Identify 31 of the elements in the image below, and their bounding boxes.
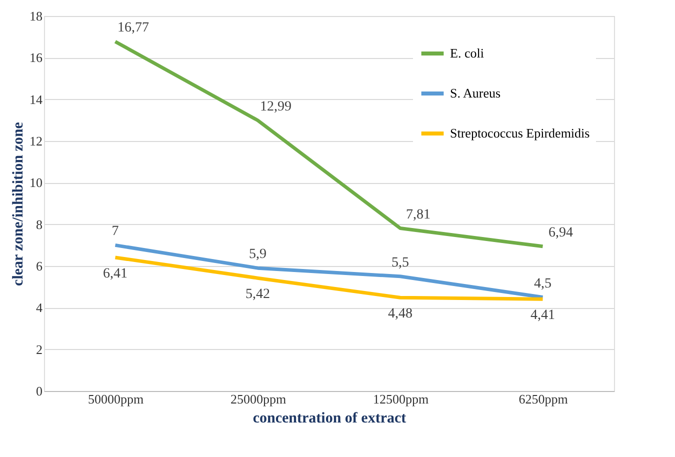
- y-tick-label: 10: [30, 175, 42, 190]
- x-tick-label: 6250ppm: [518, 392, 568, 406]
- legend-label: S. Aureus: [450, 86, 501, 100]
- data-label: 12,99: [260, 99, 292, 114]
- y-axis-title: clear zone/inhibition zone: [10, 122, 26, 286]
- y-tick-label: 2: [36, 342, 42, 357]
- y-tick-label: 4: [36, 300, 43, 316]
- y-tick-label: 6: [36, 258, 43, 274]
- data-label: 5,42: [246, 287, 270, 302]
- data-label: 5,9: [249, 247, 266, 262]
- y-tick-label: 0: [36, 384, 42, 398]
- y-tick-label: 8: [36, 216, 42, 232]
- data-label: 5,5: [392, 255, 409, 270]
- data-label: 6,41: [103, 266, 128, 282]
- data-label: 4,5: [534, 276, 552, 292]
- y-tick-label: 18: [30, 8, 42, 24]
- y-tick-label: 12: [30, 134, 42, 148]
- data-label: 7: [112, 224, 119, 240]
- x-tick-label: 25000ppm: [230, 392, 286, 406]
- y-tick-label: 14: [30, 92, 43, 107]
- legend-label: E. coli: [450, 46, 484, 60]
- x-tick-label: 50000ppm: [88, 392, 144, 406]
- x-tick-label: 12500ppm: [372, 392, 429, 406]
- data-label: 6,94: [548, 225, 573, 240]
- x-axis-title: concentration of extract: [252, 410, 406, 426]
- data-label: 16,77: [118, 20, 149, 36]
- data-label: 4,48: [388, 306, 412, 322]
- y-tick-label: 16: [30, 50, 43, 66]
- data-label: 4,41: [530, 308, 555, 324]
- data-label: 7,81: [406, 207, 430, 222]
- legend-label: Streptococcus Epirdemidis: [450, 126, 590, 140]
